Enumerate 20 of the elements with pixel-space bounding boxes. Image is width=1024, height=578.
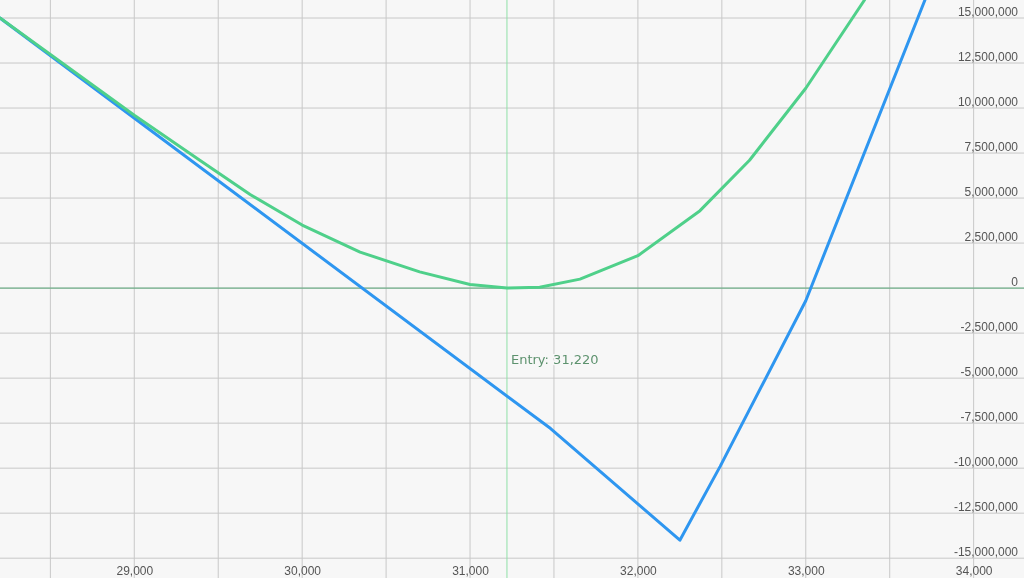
x-tick-label: 30,000	[284, 563, 322, 578]
y-tick-label: 15,000,000	[957, 4, 1019, 19]
y-tick-label: -15,000,000	[953, 544, 1019, 559]
x-tick-label: 33,000	[787, 563, 825, 578]
x-tick-label: 32,000	[620, 563, 658, 578]
y-tick-label: 10,000,000	[957, 94, 1019, 109]
y-tick-label: 5,000,000	[964, 184, 1019, 199]
y-tick-label: 12,500,000	[957, 49, 1019, 64]
y-tick-label: -10,000,000	[953, 454, 1019, 469]
y-tick-label: -2,500,000	[960, 319, 1019, 334]
x-tick-label: 31,000	[452, 563, 490, 578]
y-tick-label: 7,500,000	[964, 139, 1019, 154]
ref-line-label: Entry: 31,220	[510, 352, 599, 368]
x-tick-label: 34,000	[955, 563, 993, 578]
y-tick-label: 0	[1011, 274, 1019, 289]
y-tick-label: 2,500,000	[964, 229, 1019, 244]
y-tick-label: -5,000,000	[960, 364, 1019, 379]
y-tick-label: -12,500,000	[953, 499, 1019, 514]
y-tick-label: -7,500,000	[960, 409, 1019, 424]
x-tick-label: 29,000	[116, 563, 154, 578]
